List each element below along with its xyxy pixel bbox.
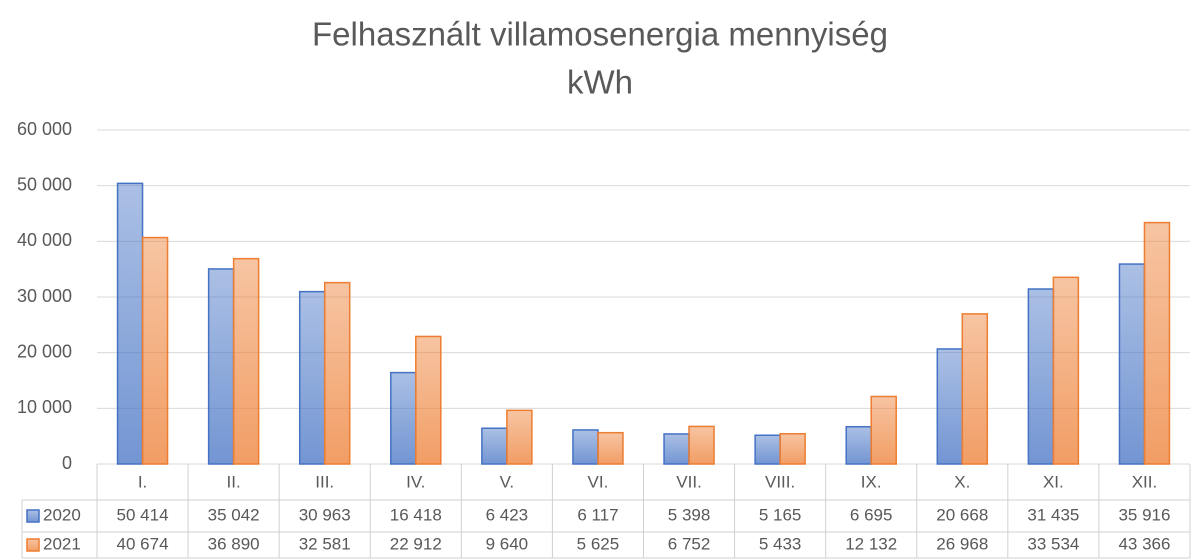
bar [779, 433, 806, 465]
table-value: 5 165 [759, 505, 802, 524]
table-value: 30 963 [299, 505, 351, 524]
table-value: 5 625 [577, 534, 620, 553]
bar [207, 268, 235, 465]
bar [754, 434, 781, 465]
bar [663, 433, 690, 465]
bar [1052, 276, 1080, 465]
x-tick-label: I. [138, 472, 147, 491]
table-value: 33 534 [1027, 534, 1079, 553]
table-value: 6 117 [577, 505, 618, 524]
x-tick-label: IX. [861, 472, 882, 491]
table-value: 36 890 [208, 534, 260, 553]
y-tick-label: 30 000 [17, 286, 72, 306]
bar [141, 236, 169, 465]
bar [481, 427, 508, 465]
bar [870, 395, 897, 465]
table-value: 12 132 [845, 534, 897, 553]
legend-label: 2021 [43, 534, 81, 553]
table-value: 32 581 [299, 534, 351, 553]
y-tick-label: 20 000 [17, 341, 72, 361]
x-tick-label: XI. [1043, 472, 1064, 491]
x-tick-label: IV. [406, 472, 425, 491]
y-tick-label: 60 000 [17, 119, 72, 139]
x-tick-label: V. [500, 472, 515, 491]
table-value: 22 912 [390, 534, 442, 553]
y-tick-label: 40 000 [17, 230, 72, 250]
table-value: 35 042 [208, 505, 260, 524]
table-value: 6 423 [486, 505, 529, 524]
y-tick-label: 10 000 [17, 397, 72, 417]
table-value: 31 435 [1027, 505, 1079, 524]
y-tick-label: 50 000 [17, 174, 72, 194]
table-value: 6 752 [668, 534, 711, 553]
legend-key [26, 538, 40, 552]
table-value: 5 433 [759, 534, 802, 553]
bar [936, 348, 964, 465]
x-tick-label: VI. [588, 472, 609, 491]
bar [390, 371, 417, 465]
chart-title: Felhasznált villamosenergia mennyiség [312, 16, 888, 53]
bar [961, 313, 989, 465]
legend-key [26, 509, 40, 523]
bar [1027, 288, 1055, 465]
x-tick-label: II. [227, 472, 241, 491]
bar [415, 335, 442, 465]
bar [116, 182, 144, 465]
bar [572, 429, 599, 465]
table-value: 9 640 [486, 534, 529, 553]
table-value: 5 398 [668, 505, 711, 524]
bar [232, 257, 260, 465]
table-value: 50 414 [117, 505, 169, 524]
bar [1143, 221, 1171, 465]
table-value: 26 968 [936, 534, 988, 553]
table-value: 6 695 [850, 505, 893, 524]
table-value: 40 674 [117, 534, 169, 553]
bar [298, 290, 326, 465]
x-tick-label: III. [315, 472, 334, 491]
table-value: 20 668 [936, 505, 988, 524]
x-tick-label: XII. [1132, 472, 1158, 491]
table-value: 43 366 [1118, 534, 1170, 553]
bar [597, 431, 624, 465]
x-tick-label: VIII. [765, 472, 795, 491]
x-tick-label: X. [954, 472, 970, 491]
bar [845, 425, 872, 465]
bar [323, 281, 351, 465]
chart-subtitle: kWh [567, 64, 633, 101]
x-tick-label: VII. [676, 472, 702, 491]
bar [506, 409, 533, 465]
bar [688, 425, 715, 465]
table-value: 16 418 [390, 505, 442, 524]
legend-label: 2020 [43, 505, 81, 524]
y-tick-label: 0 [62, 453, 72, 473]
bar [1118, 263, 1146, 465]
table-value: 35 916 [1118, 505, 1170, 524]
